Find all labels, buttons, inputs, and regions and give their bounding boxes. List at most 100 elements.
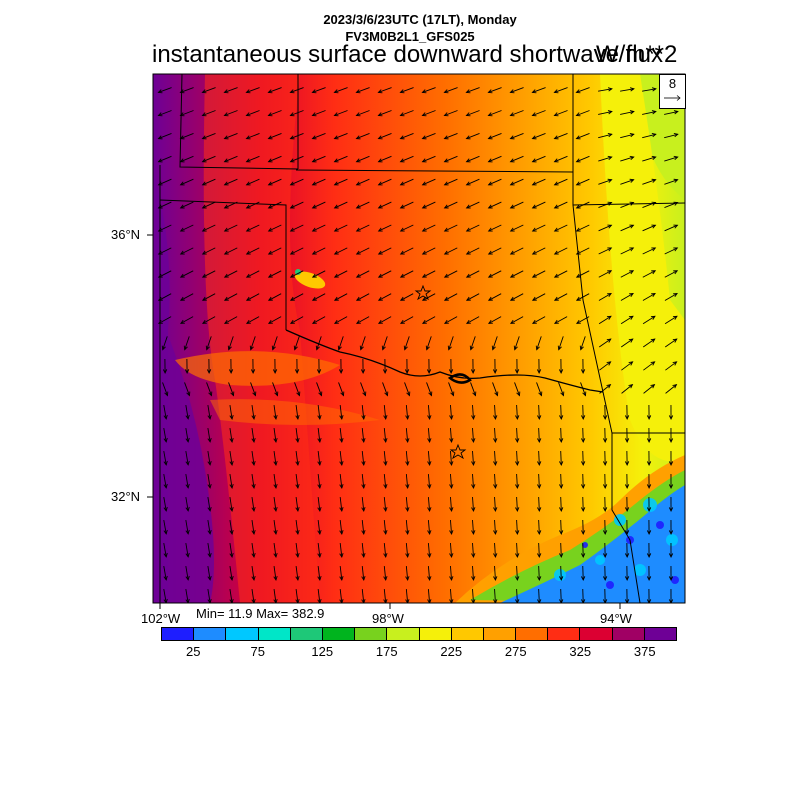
wind-vector-head [580,438,586,444]
wind-vector [422,132,436,140]
wind-vector [185,543,189,557]
wind-vector-head [251,575,256,581]
wind-vector [273,543,277,557]
wind-vector-head [531,273,537,278]
wind-vector-head [602,438,608,444]
wind-vector [361,473,365,489]
wind-vector-head [339,415,344,420]
wind-vector-head [465,204,471,209]
wind-vector [202,178,216,186]
wind-vector [514,382,520,396]
wind-vector-head [487,112,493,117]
wind-vector [621,384,633,394]
wind-vector-head [471,507,476,513]
wind-vector [378,155,392,163]
wind-vector [378,293,392,301]
wind-vector-head [515,530,520,536]
wind-vector-head [179,158,185,163]
wind-vector-head [421,319,427,324]
wind-vector-head [333,319,339,324]
wind-vector-head [339,438,344,443]
wind-vector [532,178,546,186]
wind-vector [405,473,409,489]
wind-vector-head [267,227,273,232]
wind-vector-head [399,158,405,163]
wind-vector [207,543,211,557]
wind-vector [228,382,234,396]
wind-vector [532,87,546,93]
wind-vector [163,543,167,557]
wind-vector-head [443,319,449,324]
wind-vector [427,404,431,420]
wind-vector [422,293,436,301]
wind-vector [560,404,562,420]
wind-vector [576,247,590,255]
wind-vector-head [185,483,190,489]
wind-vector [516,450,518,466]
wind-vector [422,155,436,163]
wind-vector [207,428,211,442]
wind-vector [620,179,634,185]
wind-vector-head [293,345,298,351]
wind-vector [295,520,299,534]
wind-vector [472,496,474,512]
star-dallas [449,443,467,460]
wind-vector-head [606,315,612,320]
wind-vector-head [559,576,564,582]
wind-vector-head [575,181,581,186]
wind-vector-head [421,158,427,163]
date-header: 2023/3/6/23UTC (17LT), Monday [323,12,517,27]
wind-vector-head [383,576,388,581]
wind-vector-head [223,89,229,94]
wind-vector-head [646,438,652,444]
wind-vector-head [493,484,498,490]
wind-vector [268,87,282,93]
wind-vector [400,87,414,93]
wind-vector [339,473,343,489]
wind-vector-head [185,414,190,420]
wind-vector-head [311,273,317,278]
wind-vector [163,474,167,488]
wind-vector [273,589,277,603]
wind-vector-head [201,135,207,140]
wind-vector-head [426,369,432,375]
wind-vector-head [602,553,608,559]
wind-vector [224,270,238,278]
wind-vector [378,110,392,116]
wind-vector [488,87,502,93]
wind-vector-head [295,530,300,535]
wind-vector [466,87,480,93]
wind-vector-head [668,438,674,444]
wind-vector-head [157,227,163,232]
wind-vector [246,132,260,140]
wind-vector [405,404,409,420]
wind-vector-head [651,247,657,252]
wind-vector [598,270,612,278]
wind-vector [185,497,189,511]
wind-vector [510,132,524,140]
wind-vector-head [295,576,300,581]
wind-vector-head [673,292,678,298]
min-max-label: Min= 11.9 Max= 382.9 [196,606,325,621]
wind-vector [576,155,590,163]
wind-vector [450,450,452,466]
plot-title: instantaneous surface downward shortwave… [152,41,663,68]
wind-vector-head [672,361,678,366]
wind-vector [598,293,612,301]
wind-vector [229,405,233,419]
wind-vector-head [245,204,251,209]
wind-vector [558,336,564,350]
wind-vector [295,474,299,488]
wind-vector-head [311,319,317,324]
wind-vector-head [629,110,635,115]
colorbar-swatch [483,628,517,640]
colorbar-tick-label: 325 [569,644,592,659]
wind-vector [488,316,502,324]
wind-vector [494,496,496,512]
lon-label-102w: 102°W [141,611,181,626]
wind-vector-head [163,575,168,581]
wind-vector-head [560,391,565,397]
wind-vector [268,110,282,116]
wind-vector-head [673,155,679,161]
wind-vector [427,519,431,535]
